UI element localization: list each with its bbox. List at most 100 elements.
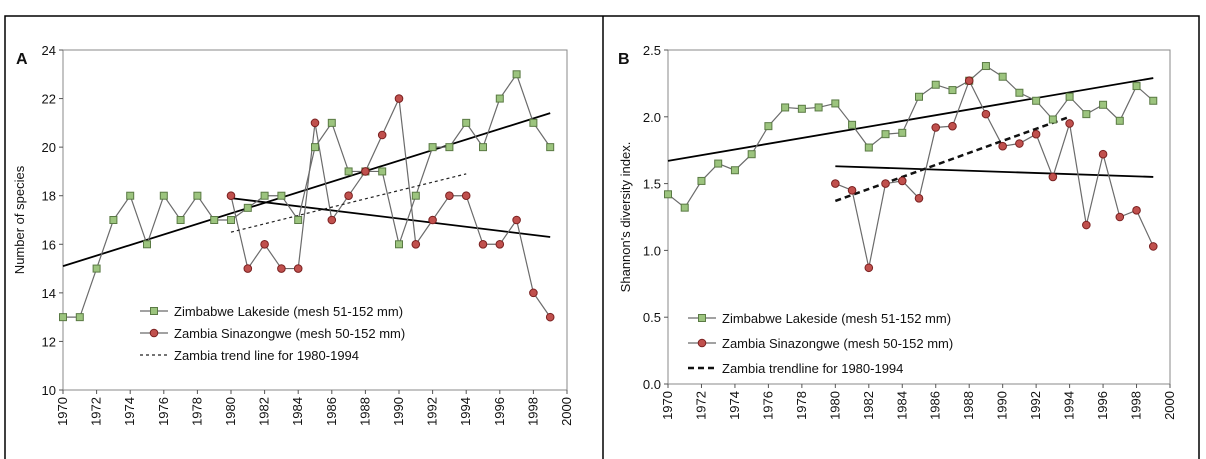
x-tick-label: 1998 xyxy=(525,397,540,426)
y-tick-label: 18 xyxy=(42,189,56,204)
point xyxy=(1082,110,1091,119)
point xyxy=(1098,149,1108,159)
x-tick-label: 1992 xyxy=(1028,391,1043,420)
plot-area xyxy=(62,49,568,391)
point xyxy=(914,193,924,203)
point xyxy=(1148,242,1158,251)
x-tick-label: 1976 xyxy=(760,391,775,420)
x-tick-label: 1992 xyxy=(425,397,440,426)
legend-label: Zambia trendline for 1980-1994 xyxy=(722,361,903,376)
y-tick-label: 16 xyxy=(42,237,56,252)
point xyxy=(461,191,471,201)
y-tick-label: 1.0 xyxy=(643,243,661,258)
y-tick-label: 2.0 xyxy=(643,110,661,125)
point xyxy=(831,99,840,108)
point xyxy=(1015,139,1024,148)
y-tick-label: 14 xyxy=(42,286,56,301)
point xyxy=(75,313,84,322)
y-axis-label: Number of species xyxy=(12,165,27,274)
x-tick-label: 1994 xyxy=(458,397,473,426)
point xyxy=(193,191,202,200)
point xyxy=(847,185,857,195)
point xyxy=(680,203,689,212)
point xyxy=(176,216,185,224)
point xyxy=(730,166,739,175)
y-tick-label: 10 xyxy=(42,383,56,398)
point xyxy=(92,264,101,273)
plot-area xyxy=(667,49,1171,385)
point xyxy=(781,103,790,112)
point xyxy=(143,240,151,249)
point xyxy=(1065,92,1074,101)
x-tick-label: 1986 xyxy=(928,391,943,420)
point xyxy=(243,264,253,273)
point xyxy=(478,239,488,249)
trend-line xyxy=(667,77,1154,162)
y-tick-label: 0.5 xyxy=(643,310,661,325)
point xyxy=(495,94,504,103)
point xyxy=(243,203,252,212)
point xyxy=(981,62,990,71)
x-tick-label: 1974 xyxy=(122,397,137,426)
point xyxy=(294,216,303,224)
legend-marker xyxy=(697,338,707,348)
point xyxy=(881,179,890,188)
point xyxy=(479,143,487,152)
point xyxy=(931,80,940,89)
point xyxy=(344,191,353,201)
point xyxy=(126,191,135,200)
y-tick-label: 22 xyxy=(42,92,56,107)
point xyxy=(1082,220,1091,230)
x-tick-label: 1970 xyxy=(55,397,70,426)
point xyxy=(512,70,521,79)
point xyxy=(327,215,337,225)
point xyxy=(915,92,923,101)
y-tick-label: 0.0 xyxy=(643,377,661,392)
legend-marker xyxy=(698,314,706,322)
point xyxy=(697,176,706,185)
point xyxy=(1149,96,1158,105)
legend-label: Zimbabwe Lakeside (mesh 51-152 mm) xyxy=(722,311,951,326)
point xyxy=(998,141,1007,151)
point xyxy=(428,143,437,152)
x-tick-label: 1980 xyxy=(827,391,842,420)
point xyxy=(445,191,454,201)
trend-line xyxy=(230,173,467,233)
point xyxy=(378,167,387,176)
y-tick-label: 20 xyxy=(42,140,56,155)
legend-marker xyxy=(150,307,158,315)
point xyxy=(1031,129,1041,139)
point xyxy=(897,176,907,186)
point xyxy=(59,313,67,322)
x-tick-label: 1984 xyxy=(290,397,305,426)
point xyxy=(462,118,471,127)
point xyxy=(293,264,303,273)
x-tick-label: 1988 xyxy=(961,391,976,420)
point xyxy=(797,104,806,113)
x-tick-label: 1988 xyxy=(357,397,372,426)
point xyxy=(864,143,873,152)
x-tick-label: 1990 xyxy=(391,397,406,426)
point xyxy=(361,167,370,176)
point xyxy=(848,120,857,129)
point xyxy=(1065,119,1074,128)
x-tick-label: 1986 xyxy=(324,397,339,426)
point xyxy=(260,239,269,249)
point xyxy=(411,191,420,200)
x-tick-label: 1978 xyxy=(794,391,809,420)
point xyxy=(747,150,756,159)
point xyxy=(529,118,538,127)
point xyxy=(327,118,336,127)
point xyxy=(1015,88,1024,97)
point xyxy=(931,123,941,132)
point xyxy=(227,216,235,224)
trend-line xyxy=(834,115,1071,203)
point xyxy=(495,239,505,249)
legend-label: Zambia Sinazongwe (mesh 50-152 mm) xyxy=(174,326,405,341)
legend-marker xyxy=(149,328,159,338)
point xyxy=(159,191,168,200)
x-tick-label: 1970 xyxy=(660,391,675,420)
point xyxy=(411,239,421,249)
x-tick-label: 1980 xyxy=(223,397,238,426)
